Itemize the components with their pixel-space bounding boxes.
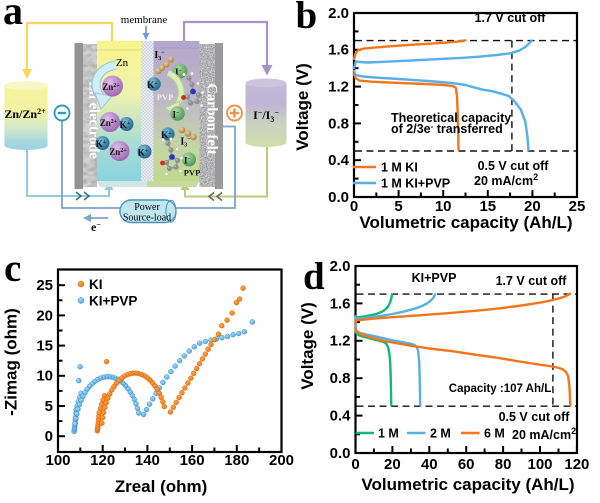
svg-text:20: 20 [384,456,401,473]
svg-text:Power: Power [134,202,160,213]
svg-text:5: 5 [394,198,402,215]
svg-text:-Zimag (ohm): -Zimag (ohm) [2,308,21,416]
svg-text:200: 200 [269,452,294,469]
svg-text:160: 160 [180,452,205,469]
svg-text:Volumetric capacity (Ah/L): Volumetric capacity (Ah/L) [361,475,574,494]
svg-text:K+: K+ [161,130,172,140]
svg-text:KI+PVP: KI+PVP [412,271,457,285]
svg-text:1.2: 1.2 [328,79,349,96]
svg-text:Capacity :107 Ah/L: Capacity :107 Ah/L [449,383,551,395]
svg-text:K+: K+ [147,80,158,90]
svg-text:60: 60 [458,456,475,473]
svg-text:Voltage (V): Voltage (V) [293,63,312,151]
svg-text:80: 80 [495,456,512,473]
svg-text:membrane: membrane [121,14,168,26]
svg-text:Zreal (ohm): Zreal (ohm) [115,477,208,496]
svg-text:1 M KI: 1 M KI [381,161,418,175]
svg-text:20: 20 [524,198,541,215]
svg-text:K+: K+ [120,120,131,130]
svg-text:15: 15 [36,338,53,355]
svg-text:Zn2+: Zn2+ [100,118,118,128]
svg-text:0.5 V cut off: 0.5 V cut off [499,410,571,424]
svg-text:1.7 V cut off: 1.7 V cut off [496,274,568,288]
svg-text:1.7 V cut off: 1.7 V cut off [475,11,547,25]
svg-text:Volumetric capacity (Ah/L): Volumetric capacity (Ah/L) [359,213,572,232]
svg-text:I−: I− [173,110,181,120]
svg-text:K+: K+ [96,139,107,149]
svg-text:0.4: 0.4 [328,152,350,169]
svg-text:10: 10 [36,368,53,385]
svg-text:Zn2+: Zn2+ [102,82,120,92]
svg-text:a: a [3,0,23,33]
svg-text:b: b [296,0,318,37]
svg-text:120: 120 [564,456,589,473]
svg-text:Zn/Zn2+: Zn/Zn2+ [4,107,46,121]
svg-text:Carbon felt: Carbon felt [204,83,220,154]
svg-text:20: 20 [36,307,53,324]
svg-text:100: 100 [45,452,70,469]
svg-text:Voltage (V): Voltage (V) [298,302,317,390]
svg-text:2.0: 2.0 [330,258,351,275]
svg-text:KI: KI [89,277,103,292]
svg-text:20 mA/cm2: 20 mA/cm2 [512,426,576,442]
svg-text:1 M KI+PVP: 1 M KI+PVP [381,177,450,191]
svg-text:e−: e− [91,220,101,234]
svg-text:PVP: PVP [184,168,201,178]
svg-text:0.0: 0.0 [328,189,349,206]
svg-text:2 M: 2 M [430,427,451,441]
svg-text:1.6: 1.6 [328,42,349,59]
svg-text:0.8: 0.8 [330,370,351,387]
svg-text:1.2: 1.2 [330,333,351,350]
svg-text:c: c [4,247,21,290]
svg-text:K+: K+ [138,148,149,158]
svg-text:0.4: 0.4 [330,408,352,425]
svg-text:100: 100 [527,456,552,473]
svg-text:0.5 V cut off: 0.5 V cut off [478,159,550,173]
svg-text:5: 5 [45,398,53,415]
svg-text:0.8: 0.8 [328,115,349,132]
svg-text:0: 0 [351,456,359,473]
svg-text:1.6: 1.6 [330,295,351,312]
svg-text:40: 40 [421,456,438,473]
svg-text:d: d [303,255,325,298]
svg-text:10: 10 [435,198,452,215]
svg-text:6 M: 6 M [484,427,505,441]
svg-text:15: 15 [479,198,496,215]
svg-text:0: 0 [350,198,358,215]
svg-text:25: 25 [569,198,586,215]
svg-text:0.0: 0.0 [330,445,351,462]
svg-text:of 2/3e- transferred: of 2/3e- transferred [391,122,503,136]
svg-text:I−: I− [175,67,183,77]
svg-text:120: 120 [90,452,115,469]
svg-text:1 M: 1 M [378,427,399,441]
svg-text:Theoretical capacity: Theoretical capacity [391,111,511,125]
svg-text:140: 140 [135,452,160,469]
svg-text:KI+PVP: KI+PVP [89,294,137,309]
svg-text:20 mA/cm2: 20 mA/cm2 [474,172,538,188]
svg-text:180: 180 [224,452,249,469]
svg-text:Zn: Zn [116,57,129,69]
svg-text:I3−: I3− [180,137,191,149]
svg-text:I3−: I3− [154,50,165,62]
svg-text:2.0: 2.0 [328,5,349,22]
svg-text:Zn2+: Zn2+ [109,147,127,157]
svg-text:PVP: PVP [157,92,174,102]
svg-text:25: 25 [36,277,53,294]
svg-text:0: 0 [45,428,53,445]
svg-text:Source-load: Source-load [123,213,171,224]
svg-text:I−: I− [184,156,192,166]
